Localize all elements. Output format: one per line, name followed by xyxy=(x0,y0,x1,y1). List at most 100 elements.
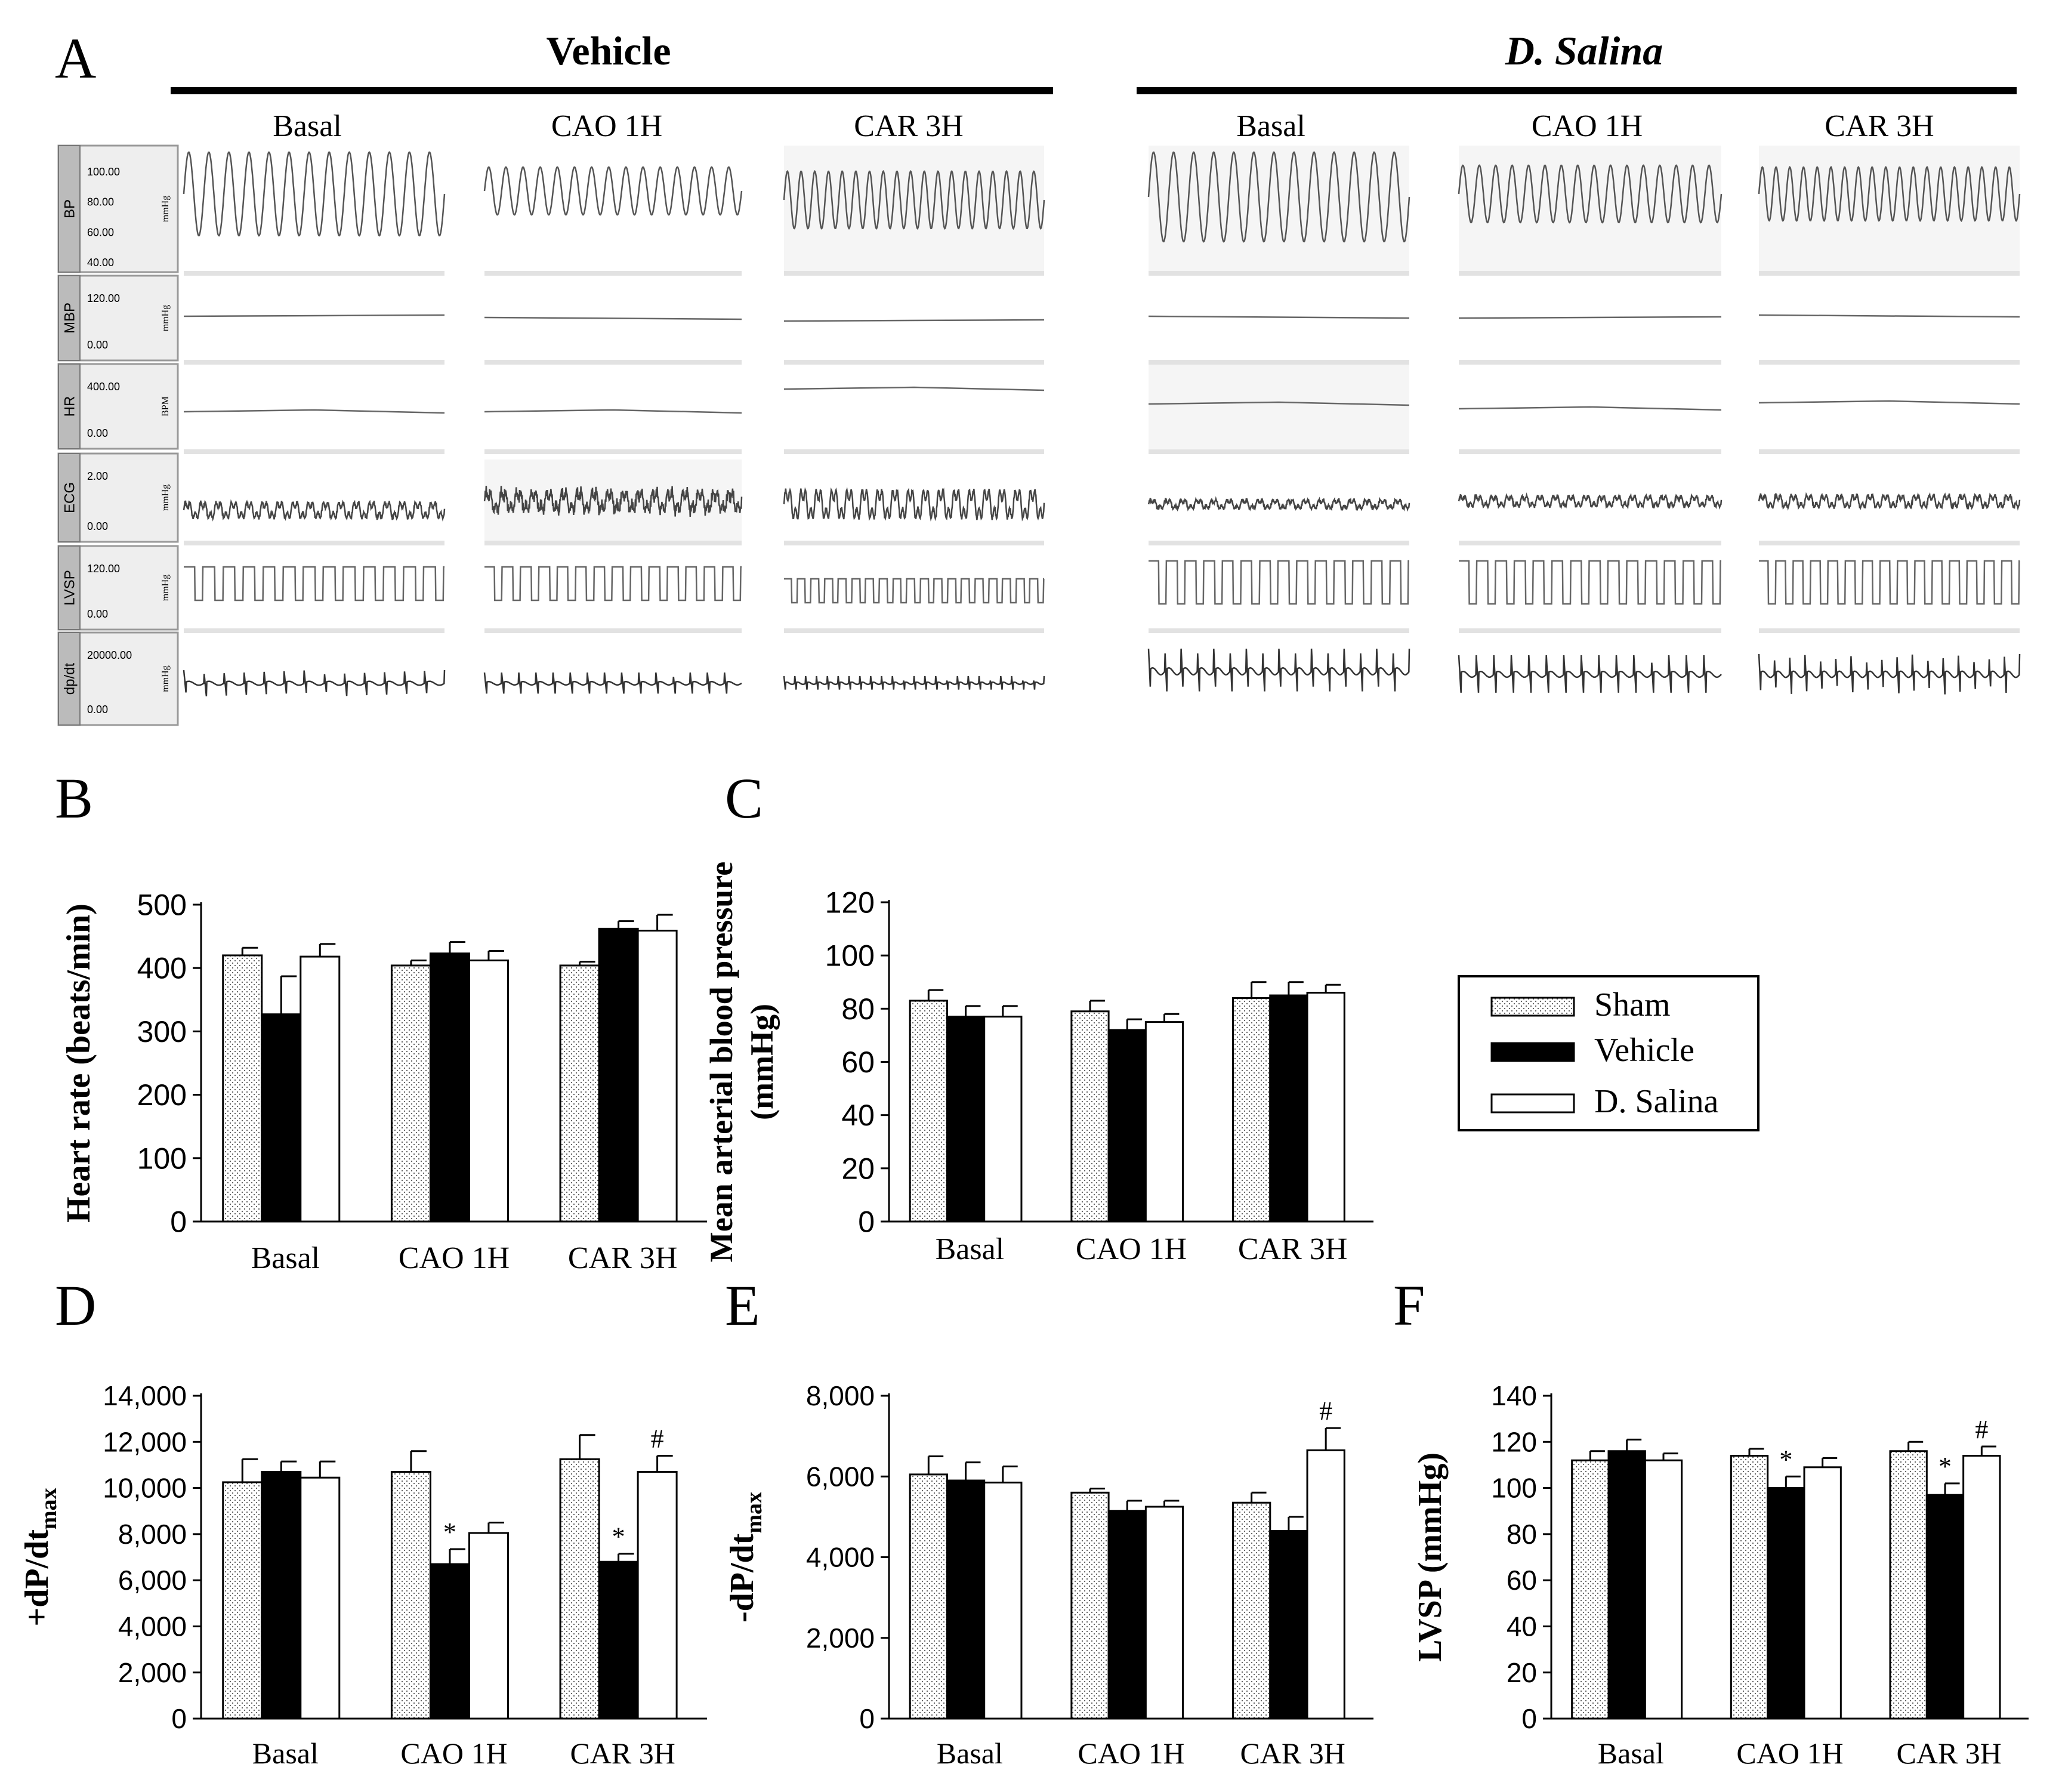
panel-d-x-tick-label: Basal xyxy=(252,1737,319,1770)
panel-a: A Vehicle D. Salina Basal CAO 1H CAR 3H … xyxy=(55,26,2021,726)
panel-e-y-tick-label: 6,000 xyxy=(806,1461,875,1492)
panel-f-y-tick-label: 100 xyxy=(1491,1473,1537,1504)
panel-f-bar-sham xyxy=(1889,1450,1928,1720)
panel-b-bar-dsalina xyxy=(300,955,341,1223)
salina-cond-basal: Basal xyxy=(1236,109,1305,143)
scale-value: 80.00 xyxy=(87,196,114,208)
panel-f-bar-sham xyxy=(1571,1459,1610,1720)
panel-b-label: B xyxy=(55,766,93,830)
panel-e-y-tick-label: 2,000 xyxy=(806,1623,875,1654)
panel-f-bar-dsalina xyxy=(1644,1459,1683,1720)
bp-trace xyxy=(183,151,446,237)
scale-boxes: BP 100.00 80.00 60.00 40.00 mmHg MBP 120.00 0.00… xyxy=(57,144,179,726)
panel-e-significance-mark: # xyxy=(1319,1396,1332,1426)
panel-f-significance-mark: * xyxy=(1779,1445,1792,1474)
ecg-trace xyxy=(1458,492,1723,510)
panel-b-x-tick-label: CAO 1H xyxy=(399,1241,510,1275)
panel-b-bar-dsalina xyxy=(468,959,509,1223)
mbp-trace xyxy=(484,316,742,320)
panel-c-y-tick-label: 60 xyxy=(841,1045,875,1079)
panel-b-y-tick-label: 400 xyxy=(137,952,187,985)
scale-name-LVSP: LVSP xyxy=(61,570,78,606)
panel-d-y-tick-label: 6,000 xyxy=(118,1565,187,1596)
scale-unit: mmHg xyxy=(160,196,171,222)
panel-c-y-label: Mean arterial blood pressure (mmHg) xyxy=(703,862,780,1262)
lvsp-trace xyxy=(1759,560,2020,605)
panel-e-y-tick-label: 8,000 xyxy=(806,1380,875,1411)
dpdt-trace xyxy=(1458,655,1722,693)
panel-f-y-tick-label: 140 xyxy=(1491,1380,1537,1411)
lvsp-trace xyxy=(784,578,1045,604)
trace-bg xyxy=(1759,146,2020,272)
legend: Sham Vehicle D. Salina xyxy=(1458,975,1760,1131)
panel-c-bar-sham xyxy=(1232,997,1271,1223)
panel-f-y-label: LVSP (mmHg) xyxy=(1412,1452,1449,1662)
panel-c-bar-vehicle xyxy=(946,1016,986,1223)
scale-value: 0.00 xyxy=(87,427,108,439)
traces xyxy=(183,146,2021,696)
panel-f-y-tick-label: 60 xyxy=(1507,1565,1537,1596)
dpdt-trace xyxy=(1758,653,2021,695)
hr-trace xyxy=(1458,406,1722,411)
salina-cond-cao: CAO 1H xyxy=(1532,109,1643,143)
hr-trace xyxy=(783,386,1045,391)
scale-value: 0.00 xyxy=(87,608,108,620)
dpdt-trace xyxy=(783,676,1045,690)
bp-trace xyxy=(783,169,1045,230)
salina-cond-car: CAR 3H xyxy=(1825,109,1934,143)
panel-f-label: F xyxy=(1393,1273,1425,1337)
panel-f-bar-dsalina xyxy=(1803,1466,1842,1720)
dpdt-trace xyxy=(483,672,742,694)
legend-swatch-sham xyxy=(1490,997,1575,1017)
panel-f-x-tick-label: CAO 1H xyxy=(1736,1737,1843,1770)
legend-swatch-salina xyxy=(1490,1093,1575,1114)
panel-d-significance-mark: * xyxy=(443,1518,456,1547)
scale-value: 20000.00 xyxy=(87,649,132,661)
panel-e-bar-sham xyxy=(1070,1491,1110,1720)
panel-b-x-tick-label: CAR 3H xyxy=(568,1241,677,1275)
scale-value: 40.00 xyxy=(87,257,114,269)
scale-unit: mmHg xyxy=(160,305,171,331)
panel-d: D 0 2,000 4,000 6,000 8,000 10,000 12,000 14,000… xyxy=(18,1273,707,1770)
panel-e-y-tick-label: 4,000 xyxy=(806,1542,875,1573)
panel-b-y-tick-label: 200 xyxy=(137,1078,187,1112)
scale-value: 0.00 xyxy=(87,339,108,351)
hr-trace xyxy=(484,409,742,414)
panel-e: E 0 2,000 4,000 6,000 8,000 -dP/dtmax Basal CAO … xyxy=(724,1273,1373,1770)
panel-e-bar-dsalina xyxy=(1144,1506,1184,1720)
panel-d-bar-dsalina xyxy=(637,1471,678,1720)
scale-value: 100.00 xyxy=(87,166,120,178)
panel-d-y-tick-label: 4,000 xyxy=(118,1611,187,1642)
panel-b-bar-sham xyxy=(222,954,263,1223)
panel-d-bar-dsalina xyxy=(468,1532,509,1720)
panel-b-bar-vehicle xyxy=(261,1013,302,1223)
panel-e-label: E xyxy=(725,1273,760,1337)
scale-value: 400.00 xyxy=(87,381,120,393)
panel-c-x-tick-label: Basal xyxy=(936,1232,1005,1266)
scale-value: 0.00 xyxy=(87,520,108,532)
panel-b-y-tick-label: 100 xyxy=(137,1142,187,1175)
lvsp-trace xyxy=(1459,560,1721,605)
mbp-trace xyxy=(1758,314,2020,318)
bp-trace xyxy=(1147,151,1410,243)
panel-c-label: C xyxy=(725,766,763,830)
panel-b-bar-sham xyxy=(559,964,600,1223)
panel-d-label: D xyxy=(55,1273,96,1337)
panel-f-bar-dsalina xyxy=(1962,1454,2001,1720)
scale-value: 60.00 xyxy=(87,226,114,238)
panel-d-bar-sham xyxy=(559,1458,600,1720)
vehicle-cond-basal: Basal xyxy=(273,109,342,143)
ecg-trace xyxy=(1147,496,1410,512)
hr-trace xyxy=(1758,400,2020,405)
panel-d-y-tick-label: 8,000 xyxy=(118,1519,187,1550)
panel-c-y-tick-label: 20 xyxy=(841,1152,875,1185)
hr-trace xyxy=(1148,401,1410,406)
panel-f-bar-sham xyxy=(1730,1454,1769,1720)
panel-d-y-tick-label: 0 xyxy=(171,1703,187,1734)
legend-swatch-vehicle xyxy=(1490,1042,1575,1062)
panel-d-bar-dsalina xyxy=(300,1476,341,1720)
panel-f-x-tick-label: CAR 3H xyxy=(1896,1737,2001,1770)
scale-name-dpdt: dp/dt xyxy=(61,662,78,695)
scale-tab-HR xyxy=(58,363,81,449)
